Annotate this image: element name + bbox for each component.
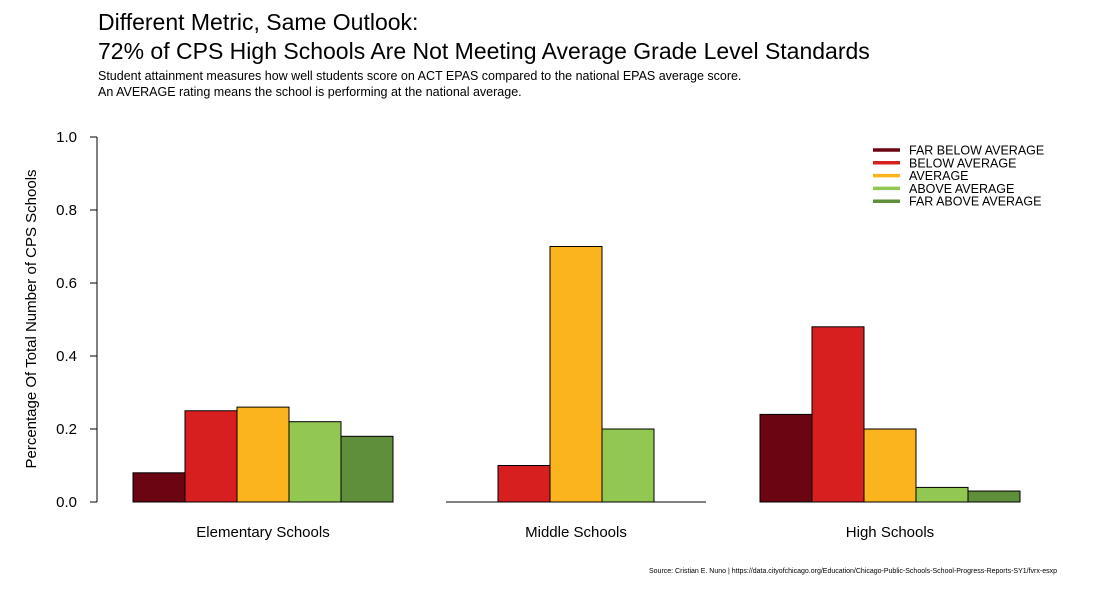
chart-title: Different Metric, Same Outlook: 72% of C… [98,8,870,66]
bar [549,246,603,503]
y-axis-label: Percentage Of Total Number of CPS School… [23,169,40,468]
bar [132,472,186,503]
bar [915,486,969,503]
chart-subtitle-line-1: Student attainment measures how well stu… [98,69,742,83]
chart-title-line-2: 72% of CPS High Schools Are Not Meeting … [98,38,870,64]
legend-label: ABOVE AVERAGE [909,182,1014,196]
bar [497,465,551,503]
y-tick-label: 0.6 [56,275,77,292]
bar [811,326,865,503]
y-tick-label: 0.4 [56,348,77,365]
x-category-label: Elementary Schools [196,524,329,541]
y-tick-label: 1.0 [56,129,77,146]
bar [863,428,917,503]
x-category-label: High Schools [846,524,934,541]
bar [236,406,290,503]
legend-label: FAR BELOW AVERAGE [909,144,1044,158]
source-note: Source: Cristian E. Nuno | https://data.… [648,568,1057,575]
y-tick-label: 0.8 [56,202,77,219]
bar [967,490,1021,503]
bar [340,435,394,503]
chart-subtitle: Student attainment measures how well stu… [98,68,741,100]
chart-subtitle-line-2: An AVERAGE rating means the school is pe… [98,85,522,99]
y-tick-label: 0.2 [56,421,77,438]
legend-label: FAR ABOVE AVERAGE [909,195,1041,209]
legend-label: AVERAGE [909,169,969,183]
bar [601,428,655,503]
bar [288,421,342,503]
x-category-label: Middle Schools [525,524,627,541]
legend-label: BELOW AVERAGE [909,156,1016,170]
chart-title-line-1: Different Metric, Same Outlook: [98,9,419,35]
bar [184,410,238,503]
bar [759,413,813,503]
y-tick-label: 0.0 [56,494,77,511]
